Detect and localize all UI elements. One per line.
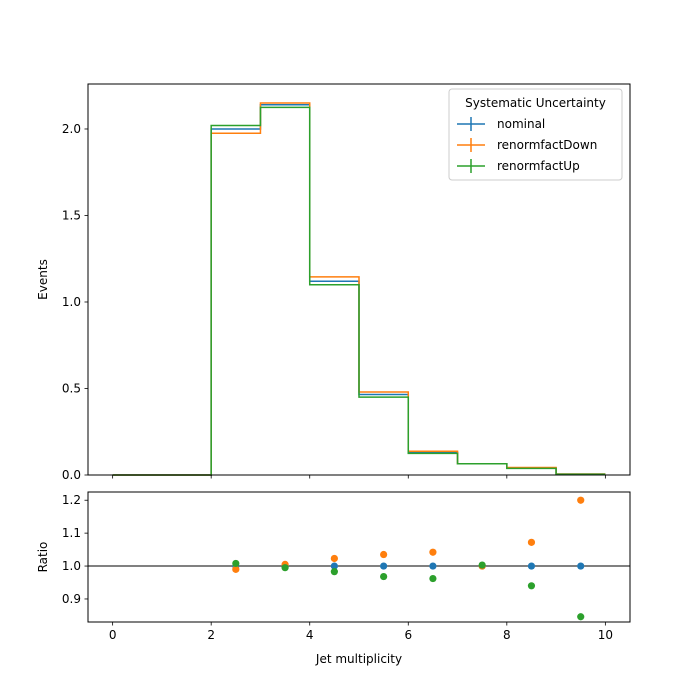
legend-box [448, 88, 623, 181]
legend-label: renormfactDown [497, 138, 597, 152]
ratio-xtick-label: 8 [503, 628, 511, 642]
ratio-point [527, 562, 536, 570]
main-ylabel: Events [36, 259, 50, 300]
main-ytick-label: 0.5 [62, 381, 81, 395]
ratio-point [429, 548, 437, 556]
ratio-point [380, 572, 388, 581]
main-ytick-label: 1.5 [62, 208, 81, 222]
ratio-point [577, 496, 585, 504]
ratio-ytick-label: 0.9 [62, 592, 81, 606]
main-ytick-label: 2.0 [62, 122, 81, 136]
ratio-point [527, 538, 536, 546]
ratio-point [330, 554, 338, 563]
ratio-point [232, 559, 240, 568]
legend-entry-renormfactUp: renormfactUp [457, 159, 580, 173]
ratio-point [478, 561, 486, 569]
ratio-xtick-label: 2 [207, 628, 215, 642]
main-panel: 0.0 0.5 1.0 1.5 2.0 Events [36, 83, 631, 482]
main-ytick-label: 0.0 [62, 468, 81, 482]
ratio-point [281, 564, 289, 572]
ratio-ylabel: Ratio [36, 542, 50, 573]
ratio-point [429, 562, 437, 570]
legend-label: renormfactUp [497, 159, 580, 173]
ratio-axes-frame [87, 491, 631, 623]
legend-entry-renormfactDown: renormfactDown [457, 138, 597, 152]
ratio-xtick-label: 4 [306, 628, 314, 642]
ratio-point [232, 565, 240, 573]
main-axes-frame [87, 83, 631, 476]
ratio-point [380, 562, 388, 570]
ratio-ytick-label: 1.0 [62, 559, 81, 573]
ratio-point [527, 582, 536, 590]
ratio-xtick-label: 10 [598, 628, 613, 642]
ratio-xtick-label: 0 [109, 628, 117, 642]
legend-title: Systematic Uncertainty [465, 96, 606, 110]
ratio-point [380, 550, 388, 559]
legend-label: nominal [497, 117, 545, 131]
histogram-line-renormfactUp [112, 106, 606, 476]
ratio-point [330, 568, 338, 576]
ratio-ytick-label: 1.1 [62, 526, 81, 540]
ratio-panel: 0.9 1.0 1.1 1.2 0 2 4 6 8 10 Jet multiplicity Ratio [36, 491, 631, 666]
ratio-point [429, 574, 437, 583]
ratio-ytick-label: 1.2 [62, 493, 81, 507]
main-ytick-label: 1.0 [62, 295, 81, 309]
legend-entry-nominal: nominal [457, 117, 545, 131]
ratio-point [577, 562, 585, 570]
ratio-points-renormfactUp [232, 559, 585, 621]
ratio-xtick-label: 6 [404, 628, 412, 642]
xlabel: Jet multiplicity [315, 652, 402, 666]
ratio-point [330, 562, 338, 570]
ratio-point [577, 613, 585, 621]
legend: Systematic Uncertainty nominal renormfactD… [448, 88, 623, 181]
